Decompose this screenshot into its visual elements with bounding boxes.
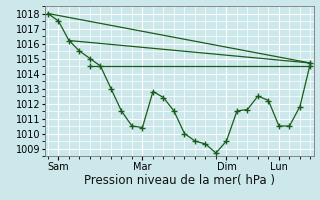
X-axis label: Pression niveau de la mer( hPa ): Pression niveau de la mer( hPa ) (84, 174, 275, 187)
